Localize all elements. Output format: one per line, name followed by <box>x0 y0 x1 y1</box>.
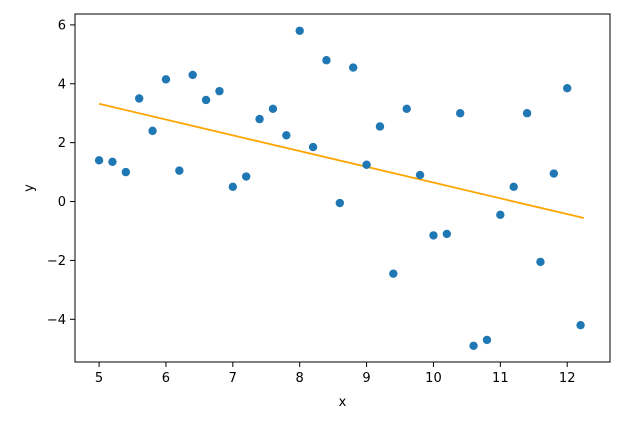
data-point <box>442 229 452 239</box>
fit-line <box>98 102 585 219</box>
y-tick-label: 6 <box>58 18 66 33</box>
data-point <box>322 56 331 65</box>
x-axis-title: x <box>339 395 347 410</box>
x-tick-label: 5 <box>95 371 103 386</box>
y-tick-label: −2 <box>47 254 66 269</box>
data-point <box>121 167 131 177</box>
data-point <box>563 83 572 93</box>
data-point <box>456 109 465 118</box>
data-point <box>228 182 238 192</box>
data-point <box>201 95 211 105</box>
data-point <box>175 166 184 175</box>
data-point <box>308 142 318 152</box>
plot-marks <box>94 26 585 351</box>
data-point <box>549 169 559 178</box>
x-tick-label: 6 <box>162 371 170 386</box>
data-point <box>576 321 585 330</box>
data-point <box>482 335 492 345</box>
x-tick-label: 10 <box>425 371 442 386</box>
data-point <box>108 157 117 166</box>
data-point <box>536 257 545 267</box>
data-point <box>469 341 478 351</box>
x-tick-label: 11 <box>492 371 509 386</box>
data-point <box>161 75 171 84</box>
data-point <box>94 156 104 165</box>
x-tick-label: 7 <box>229 371 237 386</box>
data-point <box>375 122 385 131</box>
data-point <box>215 86 224 96</box>
data-point <box>509 182 518 192</box>
y-axis-title: y <box>22 184 37 192</box>
x-axis-ticks: 5 6 7 8 9 10 11 12 <box>95 362 576 386</box>
data-point <box>522 109 532 118</box>
x-tick-label: 9 <box>362 371 370 386</box>
data-point <box>496 210 505 219</box>
data-point <box>402 104 411 114</box>
data-point <box>335 198 345 208</box>
data-point <box>268 104 278 114</box>
data-point <box>282 131 291 140</box>
data-point <box>429 231 438 240</box>
y-axis-ticks: −4 −2 0 2 4 6 <box>47 18 75 328</box>
x-tick-label: 8 <box>296 371 304 386</box>
y-tick-label: 2 <box>58 136 66 151</box>
data-point <box>135 94 144 103</box>
data-point <box>415 170 425 180</box>
y-tick-label: 0 <box>58 195 66 210</box>
data-point <box>389 269 398 278</box>
data-point <box>242 172 251 181</box>
data-point <box>188 70 197 80</box>
data-point <box>255 114 264 124</box>
data-point <box>295 26 304 35</box>
data-point <box>349 63 358 72</box>
data-point <box>148 126 157 136</box>
data-point <box>362 160 371 169</box>
plot-frame <box>74 13 611 363</box>
y-tick-label: 4 <box>58 77 66 92</box>
x-tick-label: 12 <box>559 371 576 386</box>
y-tick-label: −4 <box>47 313 66 328</box>
